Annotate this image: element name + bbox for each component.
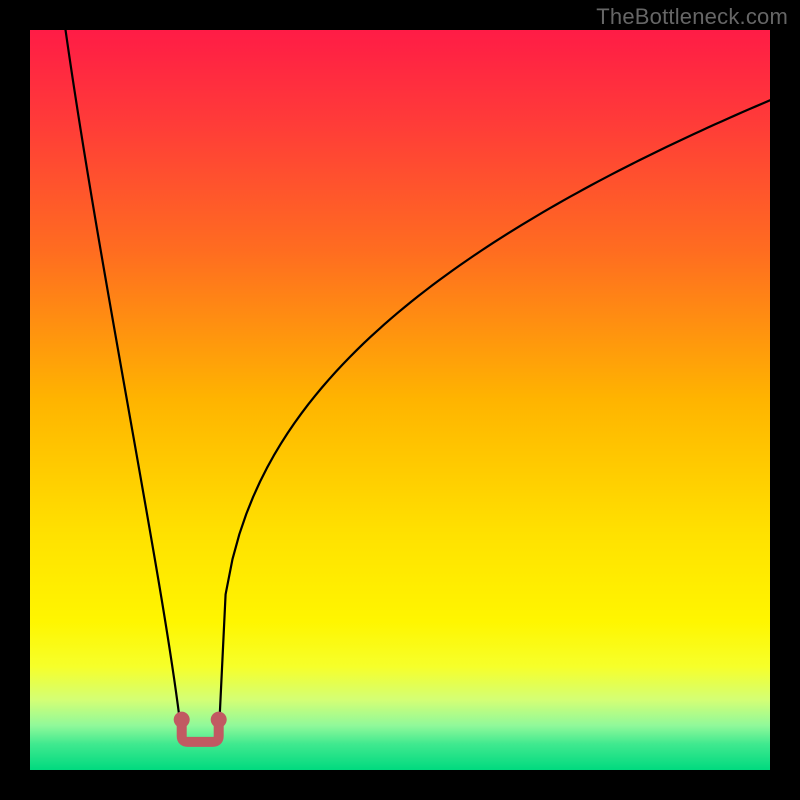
chart-frame: TheBottleneck.com <box>0 0 800 800</box>
gradient-background <box>30 30 770 770</box>
watermark-text: TheBottleneck.com <box>596 4 788 30</box>
bottleneck-chart <box>30 30 770 770</box>
plot-area <box>30 30 770 770</box>
